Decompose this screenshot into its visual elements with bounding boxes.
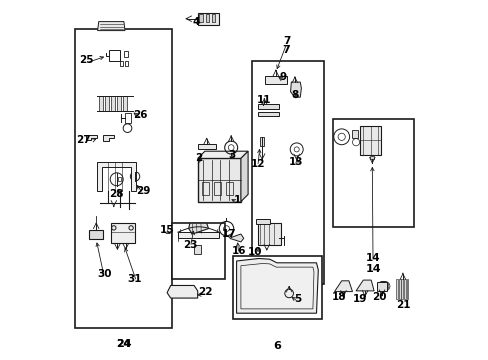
Bar — [257, 223, 281, 245]
Polygon shape — [241, 151, 247, 202]
Text: 21: 21 — [395, 300, 409, 310]
Bar — [194, 245, 200, 254]
Bar — [211, 14, 215, 22]
Text: 31: 31 — [127, 274, 142, 284]
Text: 1: 1 — [233, 195, 241, 205]
Text: 22: 22 — [197, 287, 212, 297]
Bar — [351, 130, 358, 138]
Text: 14: 14 — [365, 264, 380, 274]
Polygon shape — [401, 279, 403, 299]
Polygon shape — [89, 230, 103, 239]
Text: 29: 29 — [136, 186, 150, 196]
Text: 5: 5 — [294, 294, 301, 304]
Bar — [120, 61, 122, 66]
Bar — [125, 113, 131, 123]
Polygon shape — [403, 279, 405, 299]
Text: 14: 14 — [365, 253, 380, 264]
Polygon shape — [334, 281, 352, 292]
Bar — [205, 14, 209, 22]
Bar — [257, 112, 278, 116]
Text: 3: 3 — [228, 150, 235, 160]
Bar — [124, 51, 127, 57]
Text: 4: 4 — [193, 17, 200, 27]
Text: 7: 7 — [283, 36, 290, 46]
Polygon shape — [230, 234, 244, 242]
Bar — [109, 50, 120, 61]
Text: 28: 28 — [109, 189, 123, 199]
Bar — [172, 223, 224, 279]
Bar — [111, 96, 115, 111]
Polygon shape — [290, 82, 301, 97]
Text: 19: 19 — [352, 294, 366, 304]
Text: 12: 12 — [250, 159, 264, 169]
Bar — [75, 29, 172, 328]
Polygon shape — [396, 279, 397, 299]
Polygon shape — [398, 279, 400, 299]
Bar — [201, 182, 208, 195]
Bar — [332, 119, 413, 227]
Polygon shape — [241, 264, 313, 309]
Bar — [104, 96, 109, 111]
Bar — [99, 96, 103, 111]
Polygon shape — [97, 162, 136, 191]
Bar — [118, 177, 121, 181]
Bar — [232, 256, 322, 319]
Bar — [225, 182, 233, 195]
Text: 18: 18 — [331, 292, 346, 302]
Polygon shape — [236, 258, 318, 313]
Polygon shape — [103, 135, 114, 141]
Text: 20: 20 — [372, 292, 386, 302]
Text: 6: 6 — [273, 341, 281, 351]
Text: 24: 24 — [116, 339, 131, 349]
Bar — [376, 282, 386, 291]
Bar — [359, 126, 381, 155]
Text: 30: 30 — [97, 269, 111, 279]
Polygon shape — [86, 135, 97, 140]
Bar — [213, 182, 221, 195]
Bar — [199, 14, 203, 22]
Polygon shape — [98, 22, 125, 31]
Bar — [125, 61, 127, 66]
Bar — [117, 96, 121, 111]
Text: 2: 2 — [194, 153, 202, 163]
Polygon shape — [197, 144, 215, 149]
Text: 15: 15 — [160, 225, 174, 235]
Polygon shape — [188, 223, 208, 234]
Text: 26: 26 — [133, 110, 147, 120]
Text: 27: 27 — [76, 135, 91, 145]
Bar — [197, 13, 219, 25]
Polygon shape — [167, 285, 197, 298]
Text: 11: 11 — [256, 95, 270, 105]
Polygon shape — [178, 232, 219, 238]
Polygon shape — [406, 279, 407, 299]
Text: 23: 23 — [183, 240, 197, 250]
Bar — [369, 156, 373, 159]
Polygon shape — [355, 280, 373, 291]
Bar — [257, 104, 278, 109]
Polygon shape — [197, 151, 247, 158]
Text: 8: 8 — [291, 90, 298, 100]
Text: 16: 16 — [231, 246, 245, 256]
Text: 17: 17 — [221, 229, 236, 239]
Text: 24: 24 — [116, 339, 131, 349]
Bar — [110, 223, 135, 243]
Polygon shape — [197, 158, 241, 202]
Bar — [256, 219, 270, 224]
Bar — [123, 96, 127, 111]
Text: 9: 9 — [279, 72, 286, 82]
Bar — [260, 137, 264, 146]
Text: 25: 25 — [79, 55, 93, 66]
Text: 7: 7 — [282, 45, 290, 55]
Text: 10: 10 — [247, 247, 262, 257]
Text: 13: 13 — [288, 157, 302, 167]
Bar — [264, 76, 286, 84]
Bar — [251, 61, 323, 284]
